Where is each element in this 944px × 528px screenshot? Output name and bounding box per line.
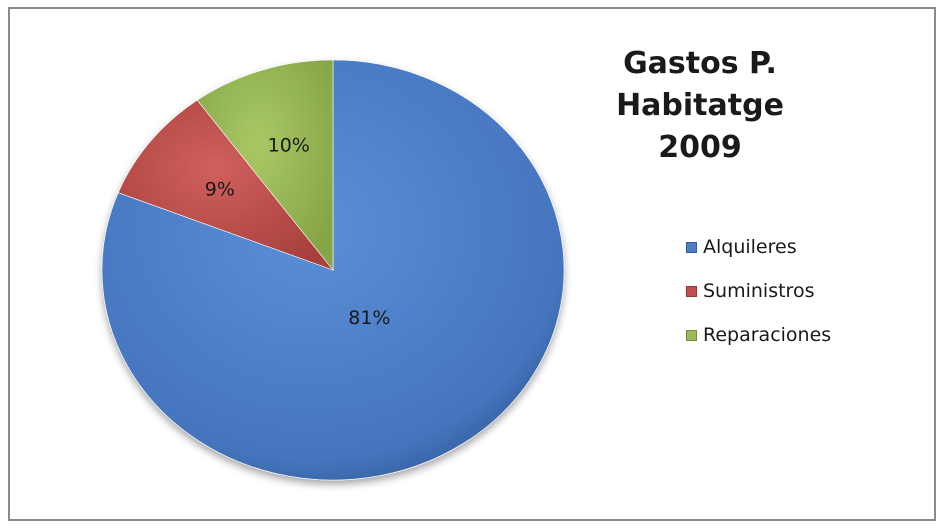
data-label-suministros: 9% — [205, 179, 235, 201]
chart-title-line-2: 2009 — [658, 130, 742, 165]
pie-slice-alquileres — [101, 59, 565, 481]
legend-item-suministros: Suministros — [686, 277, 831, 305]
data-label-reparaciones: 10% — [268, 135, 310, 157]
legend-swatch-suministros — [686, 285, 697, 297]
pie-slice-suministros — [117, 99, 334, 271]
legend-label-suministros: Suministros — [703, 280, 815, 302]
legend-item-reparaciones: Reparaciones — [686, 321, 831, 349]
legend-label-alquileres: Alquileres — [703, 236, 797, 258]
legend-label-reparaciones: Reparaciones — [703, 324, 832, 346]
legend-swatch-alquileres — [686, 241, 697, 253]
chart-title-line-1: Gastos P. Habitatge — [616, 46, 784, 123]
data-label-alquileres: 81% — [348, 307, 390, 329]
legend-swatch-reparaciones — [686, 329, 697, 341]
legend: Alquileres Suministros Reparaciones — [686, 233, 831, 365]
legend-item-alquileres: Alquileres — [686, 233, 831, 261]
pie-slice-reparaciones — [196, 59, 334, 271]
chart-title: Gastos P. Habitatge 2009 — [540, 43, 860, 169]
